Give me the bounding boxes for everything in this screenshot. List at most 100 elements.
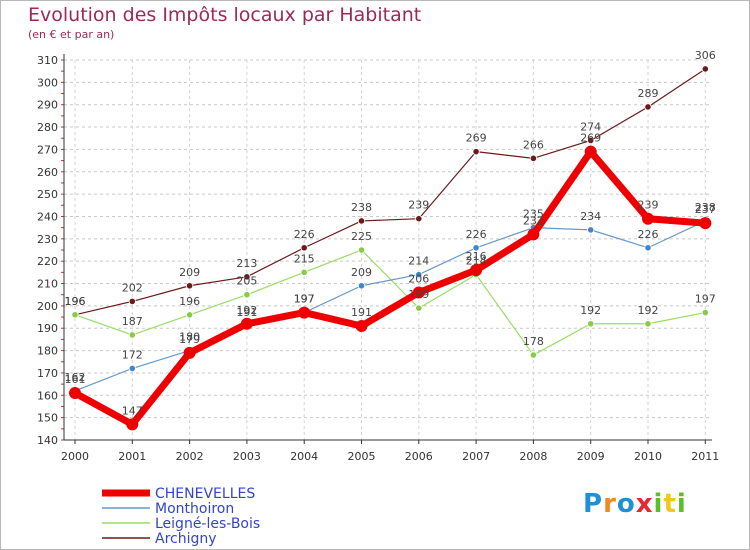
y-tick-label: 230 xyxy=(37,233,58,246)
data-label: 216 xyxy=(466,250,487,263)
data-point xyxy=(587,226,595,234)
data-label: 180 xyxy=(179,331,200,344)
y-tick-label: 290 xyxy=(37,99,58,112)
data-label: 192 xyxy=(638,304,659,317)
data-label: 226 xyxy=(294,228,315,241)
data-label: 172 xyxy=(122,348,143,361)
chart-title: Evolution des Impôts locaux par Habitant xyxy=(28,4,422,26)
data-point xyxy=(186,282,194,290)
data-point xyxy=(415,304,423,312)
x-tick-label: 2001 xyxy=(118,450,146,463)
y-tick-label: 300 xyxy=(37,76,58,89)
data-label: 206 xyxy=(408,272,429,285)
y-tick-label: 180 xyxy=(37,345,58,358)
y-tick-label: 160 xyxy=(37,389,58,402)
data-label: 237 xyxy=(695,203,716,216)
x-tick-label: 2004 xyxy=(290,450,318,463)
data-point xyxy=(300,244,308,252)
data-label: 215 xyxy=(294,252,315,265)
logo-letter: t xyxy=(663,489,677,519)
data-label: 187 xyxy=(122,315,143,328)
logo-letter: x xyxy=(635,489,654,519)
data-label: 213 xyxy=(236,257,257,270)
legend-label: CHENEVELLES xyxy=(155,486,255,502)
proxiti-logo: Proxiti xyxy=(583,489,687,519)
y-tick-label: 280 xyxy=(37,121,58,134)
data-label: 226 xyxy=(466,228,487,241)
data-point xyxy=(243,273,251,281)
data-label: 191 xyxy=(236,306,257,319)
data-point xyxy=(412,286,425,299)
data-point xyxy=(128,297,136,306)
data-label: 274 xyxy=(580,120,601,133)
data-point xyxy=(126,418,139,431)
data-label: 162 xyxy=(65,371,86,384)
data-label: 196 xyxy=(65,295,86,308)
logo-letter: r xyxy=(603,489,617,519)
series-line-archigny xyxy=(74,68,706,316)
data-label: 178 xyxy=(523,335,544,348)
data-label: 232 xyxy=(523,214,544,227)
x-tick-label: 2005 xyxy=(348,450,376,463)
data-label: 147 xyxy=(122,404,143,417)
chart-subtitle: (en € et par an) xyxy=(28,28,115,41)
data-label: 226 xyxy=(638,228,659,241)
data-point xyxy=(69,387,81,400)
data-label: 238 xyxy=(695,201,716,214)
data-label: 205 xyxy=(236,275,257,288)
x-tick-label: 2003 xyxy=(233,450,261,463)
y-axis-ticks: 140 150 160 170 180 190 200 210 220 230 240 250 260 2… xyxy=(37,54,58,447)
grid-lines xyxy=(64,59,712,441)
legend-label: Monthoiron xyxy=(155,501,234,517)
data-label: 239 xyxy=(408,199,429,212)
x-tick-label: 2009 xyxy=(577,450,605,463)
data-point xyxy=(298,306,311,319)
data-point xyxy=(587,320,595,328)
x-tick-label: 2010 xyxy=(634,450,662,463)
y-tick-label: 220 xyxy=(37,255,58,268)
series-line-chenevelles xyxy=(71,148,709,428)
data-point xyxy=(355,320,368,332)
data-label: 199 xyxy=(408,288,429,301)
data-point xyxy=(128,364,136,373)
data-label: 269 xyxy=(580,132,601,145)
data-label: 214 xyxy=(466,255,487,268)
y-tick-label: 240 xyxy=(37,210,58,223)
data-label: 197 xyxy=(695,293,716,306)
x-tick-label: 2006 xyxy=(405,450,433,463)
data-point xyxy=(357,246,366,254)
data-label: 197 xyxy=(294,293,315,306)
data-point xyxy=(240,317,253,330)
x-axis-ticks: 2000 2001 2002 2003 2004 2005 2006 2007 2008 2009… xyxy=(61,450,719,463)
data-label: 239 xyxy=(638,199,659,212)
x-tick-label: 2011 xyxy=(691,450,719,463)
data-point xyxy=(357,282,366,290)
series-line-monthoiron xyxy=(74,220,706,392)
y-tick-label: 310 xyxy=(37,54,58,67)
y-tick-label: 190 xyxy=(37,322,58,335)
data-label: 191 xyxy=(351,306,372,319)
data-point xyxy=(71,311,79,319)
x-tick-label: 2007 xyxy=(462,450,490,463)
data-label: 209 xyxy=(351,266,372,279)
x-tick-label: 2000 xyxy=(61,450,89,463)
data-label: 266 xyxy=(523,138,544,151)
data-point xyxy=(701,308,709,317)
data-label: 269 xyxy=(466,132,487,145)
y-tick-label: 140 xyxy=(37,434,58,447)
logo-letter: o xyxy=(616,489,636,519)
data-point xyxy=(415,215,423,223)
logo-letter: i xyxy=(676,489,687,519)
legend: CHENEVELLESMonthoironLeigné-les-BoisArch… xyxy=(102,486,260,547)
data-point xyxy=(584,145,597,158)
data-point xyxy=(529,351,538,359)
y-tick-label: 260 xyxy=(37,166,58,179)
logo-letter: i xyxy=(653,489,664,519)
data-point xyxy=(186,311,194,319)
y-tick-label: 150 xyxy=(37,412,58,425)
data-point xyxy=(357,217,366,225)
y-tick-label: 210 xyxy=(37,278,58,291)
data-label: 234 xyxy=(580,210,601,223)
